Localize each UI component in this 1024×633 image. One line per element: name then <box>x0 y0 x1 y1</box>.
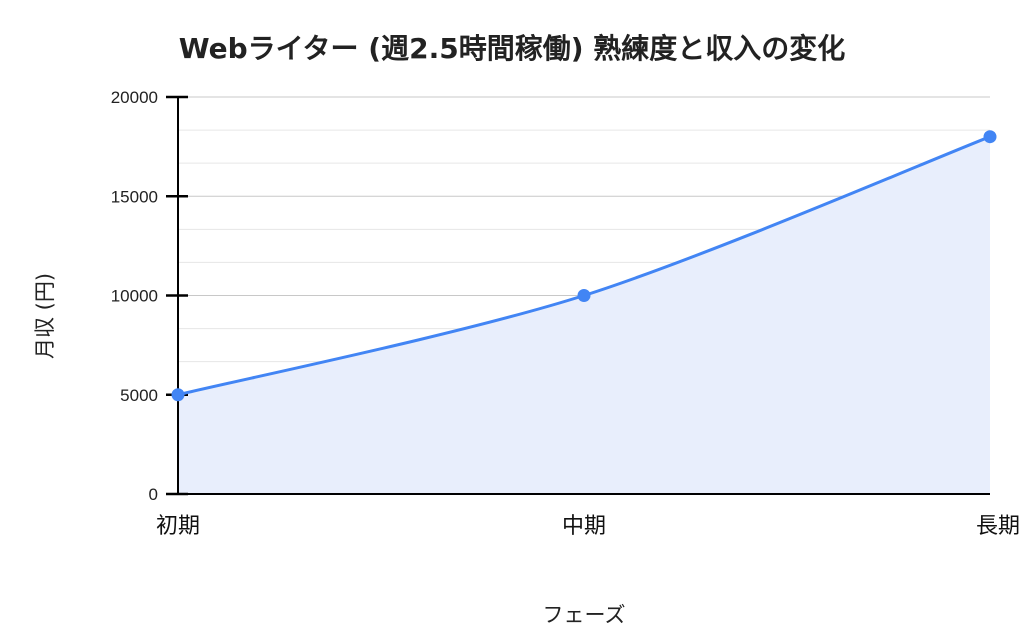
y-axis-label: 月収 (円) <box>33 273 57 359</box>
x-tick-label: 長期 <box>976 514 1020 539</box>
data-point <box>171 388 185 402</box>
axes <box>166 95 990 496</box>
data-point <box>577 289 591 302</box>
y-tick-label: 15000 <box>111 187 158 206</box>
x-tick-label: 中期 <box>562 514 606 539</box>
chart-title: Webライター (週2.5時間稼働) 熟練度と収入の変化 <box>179 32 846 65</box>
series-area-fill <box>178 136 990 494</box>
y-tick-label: 5000 <box>120 386 158 405</box>
x-tick-label: 初期 <box>156 514 200 539</box>
y-tick-label: 20000 <box>111 88 158 107</box>
y-tick-label: 10000 <box>111 287 158 306</box>
area-layer <box>178 136 990 494</box>
tick-labels: 0 5000 10000 15000 20000 初期 中期 長期 <box>111 88 1020 539</box>
y-tick-label: 0 <box>149 485 158 504</box>
data-points <box>171 130 997 402</box>
data-point <box>983 130 997 144</box>
x-axis-label: フェーズ <box>543 603 626 627</box>
